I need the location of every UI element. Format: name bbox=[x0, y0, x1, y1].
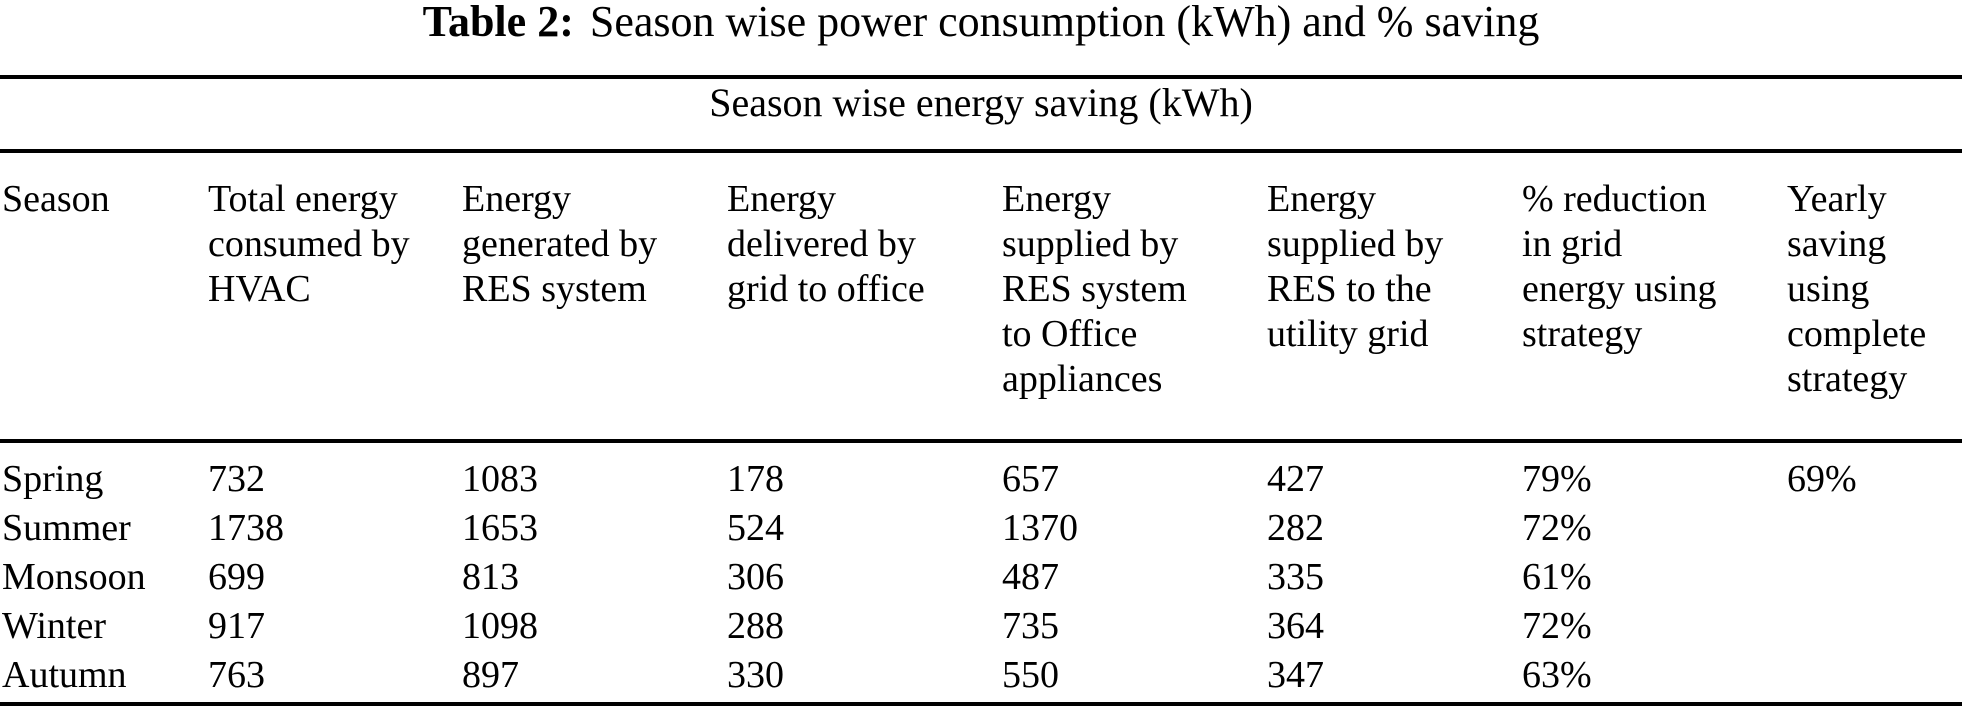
cell-yearly-saving bbox=[1785, 602, 1962, 651]
cell-yearly-saving: 69% bbox=[1787, 458, 1857, 500]
cell-season: Monsoon bbox=[2, 556, 146, 598]
cell-energy-delivered: 178 bbox=[727, 458, 784, 500]
cell-energy-generated: 1098 bbox=[462, 605, 538, 647]
cell-percent-reduction: 63% bbox=[1522, 654, 1592, 696]
cell-energy-delivered: 330 bbox=[727, 654, 784, 696]
column-header-energy-supplied-utility-grid: Energy supplied by RES to the utility gr… bbox=[1265, 153, 1520, 443]
cell-energy-supplied-appliances: 487 bbox=[1002, 556, 1059, 598]
cell-total-energy: 917 bbox=[208, 605, 265, 647]
cell-yearly-saving bbox=[1785, 651, 1962, 700]
cell-energy-delivered: 306 bbox=[727, 556, 784, 598]
cell-season: Winter bbox=[2, 605, 106, 647]
cell-season: Spring bbox=[2, 458, 104, 500]
cell-total-energy: 1738 bbox=[208, 507, 284, 549]
table-row-summer: Summer 1738 1653 524 1370 282 72% bbox=[0, 504, 1962, 553]
column-header-yearly-saving: Yearly saving using complete strategy bbox=[1785, 153, 1962, 443]
season-energy-table: Season Total energy consumed by HVAC Ene… bbox=[0, 153, 1962, 700]
cell-percent-reduction: 72% bbox=[1522, 605, 1592, 647]
cell-energy-supplied-grid: 282 bbox=[1267, 507, 1324, 549]
cell-yearly-saving bbox=[1785, 504, 1962, 553]
table-caption-label: Table 2: bbox=[422, 0, 574, 46]
cell-percent-reduction: 61% bbox=[1522, 556, 1592, 598]
bottom-rule bbox=[0, 702, 1962, 706]
cell-energy-generated: 1653 bbox=[462, 507, 538, 549]
table-row-monsoon: Monsoon 699 813 306 487 335 61% bbox=[0, 553, 1962, 602]
cell-season: Summer bbox=[2, 507, 131, 549]
cell-percent-reduction: 72% bbox=[1522, 507, 1592, 549]
cell-total-energy: 699 bbox=[208, 556, 265, 598]
cell-energy-supplied-grid: 347 bbox=[1267, 654, 1324, 696]
column-header-energy-delivered-grid: Energy delivered by grid to office bbox=[725, 153, 1000, 443]
cell-energy-generated: 1083 bbox=[462, 458, 538, 500]
column-header-energy-supplied-appliances: Energy supplied by RES system to Office … bbox=[1000, 153, 1265, 443]
subheader-rule bbox=[0, 149, 1962, 153]
table-row-winter: Winter 917 1098 288 735 364 72% bbox=[0, 602, 1962, 651]
cell-energy-delivered: 524 bbox=[727, 507, 784, 549]
column-header-season: Season bbox=[0, 153, 206, 443]
cell-energy-supplied-grid: 364 bbox=[1267, 605, 1324, 647]
column-header-percent-reduction: % reduction in grid energy using strateg… bbox=[1520, 153, 1785, 443]
cell-percent-reduction: 79% bbox=[1522, 458, 1592, 500]
cell-season: Autumn bbox=[2, 654, 127, 696]
cell-energy-generated: 813 bbox=[462, 556, 519, 598]
cell-energy-supplied-grid: 335 bbox=[1267, 556, 1324, 598]
table-caption-text: Season wise power consumption (kWh) and … bbox=[589, 0, 1540, 46]
cell-total-energy: 763 bbox=[208, 654, 265, 696]
table-span-header: Season wise energy saving (kWh) bbox=[709, 80, 1253, 125]
table-caption: Table 2: Season wise power consumption (k… bbox=[0, 0, 1962, 44]
top-rule bbox=[0, 75, 1962, 79]
column-header-energy-generated-res: Energy generated by RES system bbox=[460, 153, 725, 443]
cell-energy-supplied-grid: 427 bbox=[1267, 458, 1324, 500]
cell-energy-supplied-appliances: 657 bbox=[1002, 458, 1059, 500]
table-row-autumn: Autumn 763 897 330 550 347 63% bbox=[0, 651, 1962, 700]
cell-yearly-saving bbox=[1785, 553, 1962, 602]
table-row-spring: Spring 732 1083 178 657 427 79% 69% bbox=[0, 441, 1962, 504]
column-header-total-energy-hvac: Total energy consumed by HVAC bbox=[206, 153, 460, 443]
cell-energy-supplied-appliances: 550 bbox=[1002, 654, 1059, 696]
cell-energy-supplied-appliances: 1370 bbox=[1002, 507, 1078, 549]
cell-energy-supplied-appliances: 735 bbox=[1002, 605, 1059, 647]
header-row: Season Total energy consumed by HVAC Ene… bbox=[0, 153, 1962, 443]
cell-energy-generated: 897 bbox=[462, 654, 519, 696]
cell-total-energy: 732 bbox=[208, 458, 265, 500]
cell-energy-delivered: 288 bbox=[727, 605, 784, 647]
